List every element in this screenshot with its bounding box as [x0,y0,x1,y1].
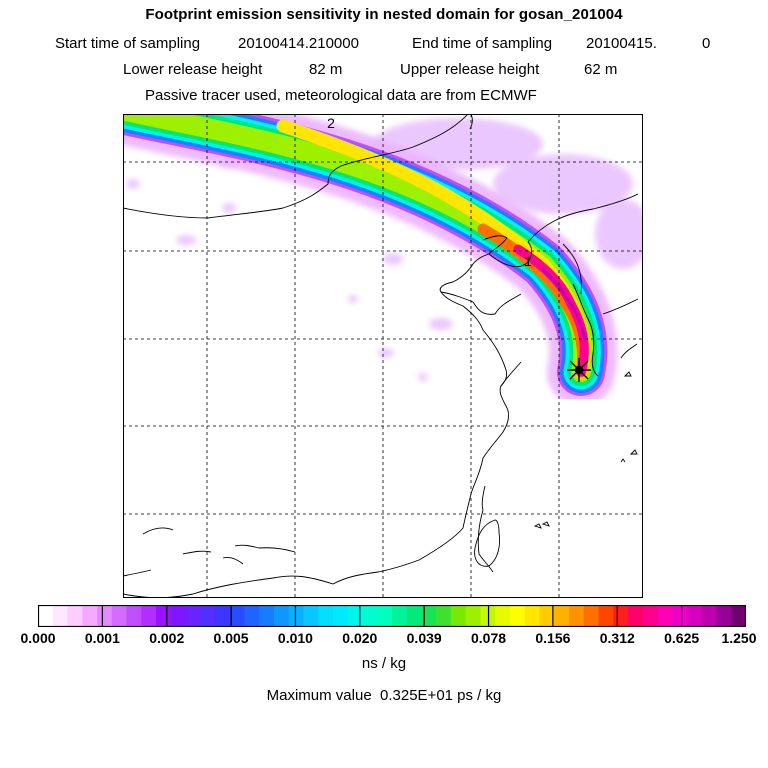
colorbar-cell [731,605,746,627]
colorbar-cell [259,605,275,627]
colorbar-cells [38,605,746,627]
colorbar-cell [274,605,290,627]
colorbar-tick-label: 0.039 [406,630,442,646]
colorbar-cell [569,605,585,627]
colorbar-cell [642,605,659,627]
colorbar-cell [244,605,260,627]
colorbar-cell [672,605,688,627]
coastline [123,114,639,598]
colorbar-cell [185,605,201,627]
colorbar-cell [554,605,570,627]
receptor-star-icon [567,358,591,382]
colorbar-cell [451,605,467,627]
colorbar-cell [465,605,482,627]
colorbar-cell [318,605,334,627]
colorbar-cell [406,605,423,627]
colorbar-cell [657,605,673,627]
plot-title: Footprint emission sensitivity in nested… [145,6,623,23]
colorbar-separators [101,605,683,627]
colorbar-cell [38,605,54,627]
colorbar-tick-label: 0.020 [342,630,378,646]
colorbar-cell [141,605,157,627]
colorbar-cell [539,605,555,627]
colorbar-cell [111,605,128,627]
colorbar-tick-label: 0.078 [471,630,507,646]
colorbar-cell [613,605,629,627]
colorbar-cell [229,605,246,627]
lower-height-value: 82 m [309,61,343,78]
colorbar [38,605,746,627]
colorbar-tick-label: 1.250 [721,630,757,646]
colorbar-cell [126,605,142,627]
colorbar-cell [362,605,378,627]
colorbar-cell [377,605,393,627]
colorbar-tick-label: 0.312 [599,630,635,646]
colorbar-cell [436,605,452,627]
emission-plume [123,114,618,406]
lat-lon-grid [123,114,643,598]
trajectory-marker-2: 2 [327,115,335,131]
end-time-suffix: 0 [702,35,711,52]
colorbar-cell [288,605,305,627]
colorbar-cell [97,605,113,627]
colorbar-tick-label: 0.002 [149,630,185,646]
end-time-value: 20100415. [586,35,657,52]
colorbar-cell [583,605,600,627]
lower-height-label: Lower release height [123,61,263,78]
maximum-number: 0.325E+01 ps / kg [380,687,502,704]
colorbar-cell [701,605,718,627]
colorbar-cell [82,605,98,627]
colorbar-cell [392,605,408,627]
colorbar-cell [156,605,172,627]
start-time-value: 20100414.210000 [238,35,359,52]
map-frame [123,114,643,598]
colorbar-cell [510,605,526,627]
footprint-map: 2 1 [123,114,643,598]
colorbar-cell [303,605,319,627]
upper-height-value: 62 m [584,61,618,78]
colorbar-tick-label: 0.001 [84,630,120,646]
colorbar-cell [628,605,644,627]
colorbar-cell [687,605,703,627]
colorbar-cell [524,605,541,627]
colorbar-cell [716,605,732,627]
colorbar-tick-label: 0.625 [664,630,700,646]
start-time-label: Start time of sampling [55,35,201,52]
trajectory-marker-1: 1 [524,253,532,269]
colorbar-cell [333,605,349,627]
tracer-info: Passive tracer used, meteorological data… [145,87,537,104]
upper-height-label: Upper release height [400,61,540,78]
colorbar-tick-label: 0.010 [277,630,313,646]
colorbar-cell [215,605,231,627]
maximum-label: Maximum value [266,687,372,704]
colorbar-units: ns / kg [361,655,407,672]
colorbar-cell [598,605,614,627]
colorbar-tick-label: 0.000 [20,630,56,646]
colorbar-cell [495,605,511,627]
colorbar-cell [200,605,216,627]
colorbar-cell [67,605,83,627]
colorbar-cell [421,605,437,627]
colorbar-cell [170,605,187,627]
colorbar-tick-label: 0.005 [213,630,249,646]
colorbar-cell [52,605,69,627]
colorbar-tick-label: 0.156 [535,630,571,646]
colorbar-cell [347,605,364,627]
maximum-value: Maximum value 0.325E+01 ps / kg [0,687,768,704]
end-time-label: End time of sampling [412,35,553,52]
